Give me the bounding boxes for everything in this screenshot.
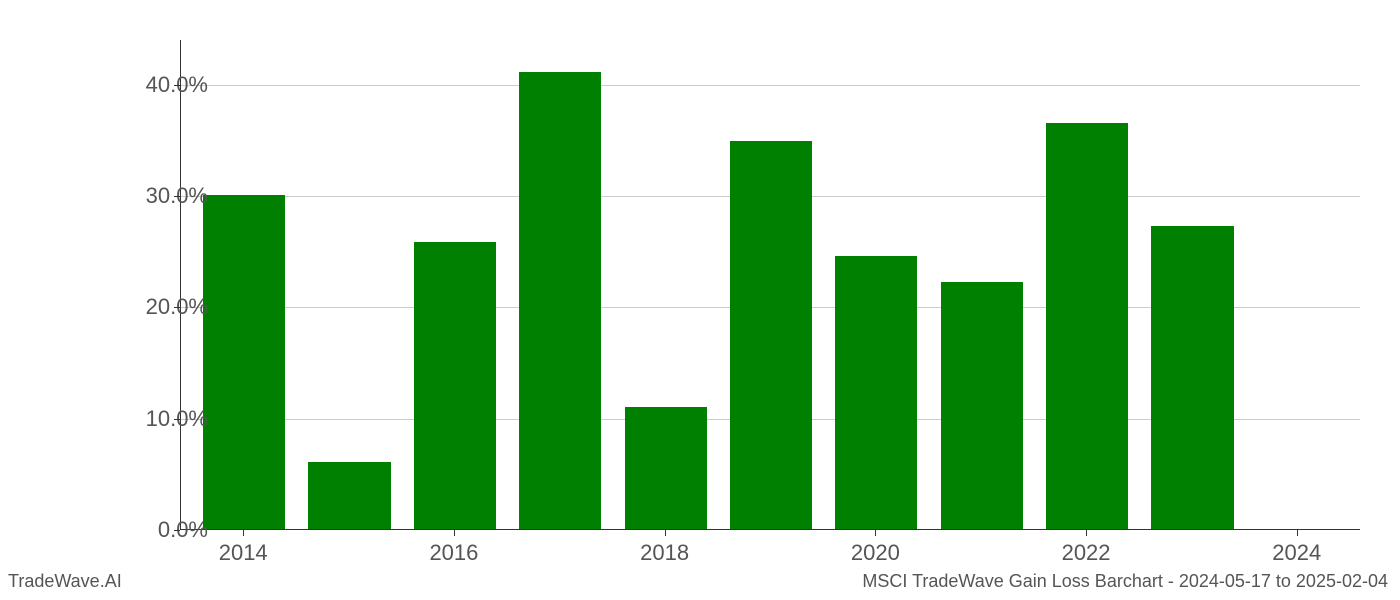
gridline — [181, 85, 1360, 86]
ytick-mark — [174, 85, 180, 86]
xtick-mark — [1297, 530, 1298, 536]
footer-left-brand: TradeWave.AI — [8, 571, 122, 592]
footer-right-caption: MSCI TradeWave Gain Loss Barchart - 2024… — [862, 571, 1388, 592]
ytick-label: 0.0% — [88, 517, 208, 543]
xtick-label: 2022 — [1062, 540, 1111, 566]
plot-area — [180, 40, 1360, 530]
ytick-label: 40.0% — [88, 72, 208, 98]
ytick-mark — [174, 307, 180, 308]
ytick-label: 10.0% — [88, 406, 208, 432]
bar — [203, 195, 285, 529]
xtick-label: 2014 — [219, 540, 268, 566]
chart-container — [180, 40, 1360, 530]
bar — [835, 256, 917, 529]
bar — [730, 141, 812, 529]
ytick-label: 20.0% — [88, 294, 208, 320]
bar — [519, 72, 601, 529]
xtick-mark — [454, 530, 455, 536]
ytick-mark — [174, 196, 180, 197]
xtick-label: 2024 — [1272, 540, 1321, 566]
xtick-mark — [243, 530, 244, 536]
xtick-label: 2016 — [429, 540, 478, 566]
bar — [625, 407, 707, 530]
xtick-label: 2018 — [640, 540, 689, 566]
bar — [308, 462, 390, 529]
xtick-mark — [665, 530, 666, 536]
xtick-label: 2020 — [851, 540, 900, 566]
xtick-mark — [875, 530, 876, 536]
bar — [1046, 123, 1128, 529]
bar — [941, 282, 1023, 529]
ytick-mark — [174, 419, 180, 420]
bar — [1151, 226, 1233, 529]
ytick-mark — [174, 530, 180, 531]
xtick-mark — [1086, 530, 1087, 536]
bar — [414, 242, 496, 529]
ytick-label: 30.0% — [88, 183, 208, 209]
